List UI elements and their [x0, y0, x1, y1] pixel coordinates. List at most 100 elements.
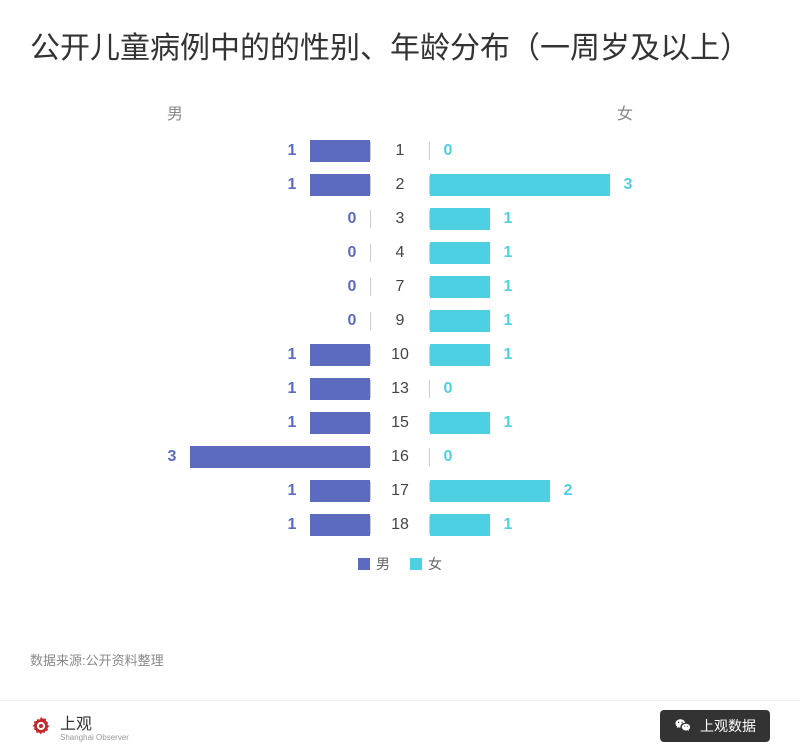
female-value-label: 1	[498, 516, 518, 534]
male-side: 0	[50, 208, 370, 230]
source-label: 数据来源:公开资料整理	[30, 650, 164, 669]
female-value-label: 3	[618, 176, 638, 194]
female-value-label: 2	[558, 482, 578, 500]
male-bar	[310, 480, 370, 502]
female-side: 0	[430, 446, 750, 468]
male-value-label: 0	[342, 244, 362, 262]
female-side: 0	[430, 140, 750, 162]
legend-swatch-female	[410, 558, 422, 570]
category-label: 9	[370, 312, 430, 330]
male-value-label: 0	[342, 278, 362, 296]
axis-line	[370, 312, 371, 330]
female-side: 1	[430, 344, 750, 366]
female-bar	[430, 208, 490, 230]
legend-female-label: 女	[428, 554, 442, 574]
footer-right-text: 上观数据	[700, 716, 756, 736]
female-bar	[430, 344, 490, 366]
category-label: 1	[370, 142, 430, 160]
male-bar	[310, 140, 370, 162]
female-value-label: 1	[498, 278, 518, 296]
female-value-label: 1	[498, 244, 518, 262]
male-bar	[190, 446, 370, 468]
chart-row: 1130	[50, 372, 750, 406]
category-label: 10	[370, 346, 430, 364]
chart-row: 1101	[50, 338, 750, 372]
axis-line	[370, 482, 371, 500]
axis-line	[370, 142, 371, 160]
gear-icon	[30, 715, 52, 737]
male-value-label: 0	[342, 312, 362, 330]
male-bar	[310, 174, 370, 196]
axis-line	[429, 448, 430, 466]
female-side: 1	[430, 242, 750, 264]
axis-line	[370, 516, 371, 534]
female-side: 1	[430, 276, 750, 298]
axis-line	[429, 278, 430, 296]
axis-line	[429, 516, 430, 534]
axis-line	[429, 482, 430, 500]
chart-row: 1 18 1	[50, 508, 750, 542]
axis-line	[429, 380, 430, 398]
category-label: 15	[370, 414, 430, 432]
axis-line	[429, 312, 430, 330]
male-value-label: 1	[282, 380, 302, 398]
legend-swatch-male	[358, 558, 370, 570]
axis-line	[370, 380, 371, 398]
axis-line	[370, 414, 371, 432]
category-label: 17	[370, 482, 430, 500]
chart-row: 1 17 2	[50, 474, 750, 508]
axis-line	[370, 176, 371, 194]
male-value-label: 1	[282, 482, 302, 500]
axis-line	[370, 448, 371, 466]
chart-row: 3 16 0	[50, 440, 750, 474]
female-bar	[430, 480, 550, 502]
category-label: 3	[370, 210, 430, 228]
axis-line	[370, 244, 371, 262]
page-title: 公开儿童病例中的的性别、年龄分布（一周岁及以上）	[0, 0, 800, 80]
footer-right-brand: 上观数据	[660, 710, 770, 742]
male-bar	[310, 378, 370, 400]
male-bar	[310, 514, 370, 536]
female-side: 1	[430, 514, 750, 536]
male-side: 1	[50, 480, 370, 502]
female-value-label: 1	[498, 312, 518, 330]
female-value-label: 0	[438, 448, 458, 466]
female-value-label: 0	[438, 380, 458, 398]
category-label: 16	[370, 448, 430, 466]
male-side: 1	[50, 412, 370, 434]
male-side: 1	[50, 140, 370, 162]
male-side: 0	[50, 276, 370, 298]
footer-left-text: 上观	[60, 716, 92, 733]
footer-left-brand: 上观 Shanghai Observer	[30, 710, 129, 742]
chart-row: 110	[50, 134, 750, 168]
male-value-label: 1	[282, 414, 302, 432]
chart-row: 1 15 1	[50, 406, 750, 440]
female-side: 1	[430, 208, 750, 230]
male-value-label: 1	[282, 516, 302, 534]
axis-line	[370, 278, 371, 296]
male-value-label: 1	[282, 346, 302, 364]
female-bar	[430, 310, 490, 332]
legend-female: 女	[410, 554, 442, 574]
male-side: 1	[50, 514, 370, 536]
legend: 男 女	[50, 554, 750, 574]
male-value-label: 3	[162, 448, 182, 466]
female-bar	[430, 174, 610, 196]
category-label: 2	[370, 176, 430, 194]
female-side: 3	[430, 174, 750, 196]
female-value-label: 0	[438, 142, 458, 160]
category-label: 4	[370, 244, 430, 262]
legend-male-label: 男	[376, 554, 390, 574]
female-value-label: 1	[498, 414, 518, 432]
axis-line	[370, 210, 371, 228]
axis-line	[429, 414, 430, 432]
male-value-label: 1	[282, 176, 302, 194]
axis-line	[429, 142, 430, 160]
female-side: 0	[430, 378, 750, 400]
female-bar	[430, 514, 490, 536]
axis-line	[429, 210, 430, 228]
male-bar	[310, 344, 370, 366]
male-header: 男	[50, 100, 400, 124]
category-label: 18	[370, 516, 430, 534]
wechat-icon	[674, 717, 692, 735]
